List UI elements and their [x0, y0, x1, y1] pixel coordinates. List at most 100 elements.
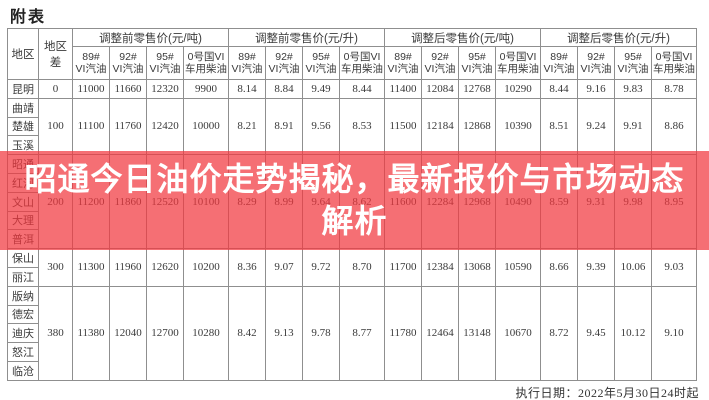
- product-header-89: 89# VI汽油: [228, 46, 266, 80]
- price-cell: 12464: [421, 285, 459, 381]
- product-header-95: 95# VI汽油: [146, 46, 184, 80]
- region-diff-cell: 0: [38, 79, 73, 99]
- price-cell: 8.21: [228, 97, 266, 156]
- price-cell: 9900: [183, 79, 229, 99]
- page-title: 附表: [10, 9, 47, 26]
- group-header-post-ton: 调整后零售价(元/吨): [384, 28, 541, 47]
- table-product-header-row: 89# VI汽油 92# VI汽油 95# VI汽油 0号国VI 车用柴油 89…: [8, 46, 697, 80]
- price-cell: 8.72: [540, 285, 578, 381]
- price-cell: 9.78: [302, 285, 340, 381]
- price-cell: 9.56: [302, 97, 340, 156]
- price-cell: 8.84: [265, 79, 303, 99]
- product-header-diesel: 0号国VI 车用柴油: [495, 46, 541, 80]
- price-cell: 8.86: [651, 97, 697, 156]
- price-cell: 11760: [109, 97, 147, 156]
- price-cell: 9.39: [577, 248, 615, 287]
- product-header-diesel: 0号国VI 车用柴油: [183, 46, 229, 80]
- price-cell: 8.42: [228, 285, 266, 381]
- region-cell: 楚雄: [7, 116, 39, 137]
- price-cell: 12040: [109, 285, 147, 381]
- region-cell: 曲靖: [7, 97, 39, 118]
- group-header-pre-ton: 调整前零售价(元/吨): [72, 28, 229, 47]
- price-cell: 8.53: [339, 97, 385, 156]
- product-header-89: 89# VI汽油: [384, 46, 422, 80]
- table-row: 迪庆: [7, 323, 697, 344]
- price-cell: 11400: [384, 79, 422, 99]
- table-row: 楚雄: [7, 116, 697, 137]
- price-cell: 12868: [458, 97, 496, 156]
- price-cell: 12620: [146, 248, 184, 287]
- price-cell: 9.16: [577, 79, 615, 99]
- price-cell: 8.44: [339, 79, 385, 99]
- price-cell: 11660: [109, 79, 147, 99]
- price-cell: 11700: [384, 248, 422, 287]
- price-cell: 12384: [421, 248, 459, 287]
- price-cell: 12700: [146, 285, 184, 381]
- price-cell: 10280: [183, 285, 229, 381]
- group-header-post-liter: 调整后零售价(元/升): [540, 28, 697, 47]
- execution-date: 执行日期：2022年5月30日24时起: [515, 386, 699, 400]
- product-header-92: 92# VI汽油: [421, 46, 459, 80]
- table-row: 版纳 380 11380 12040 12700 10280 8.42 9.13 9.78 8.7…: [7, 285, 697, 381]
- price-cell: 10200: [183, 248, 229, 287]
- price-cell: 10670: [495, 285, 541, 381]
- price-cell: 10.12: [614, 285, 652, 381]
- region-cell: 德宏: [7, 304, 39, 325]
- region-cell: 丽江: [7, 266, 39, 287]
- price-cell: 9.03: [651, 248, 697, 287]
- product-header-89: 89# VI汽油: [72, 46, 110, 80]
- price-cell: 11960: [109, 248, 147, 287]
- region-diff-cell: 380: [38, 285, 73, 381]
- headline-line-2: 解析: [321, 202, 388, 239]
- price-cell: 11000: [72, 79, 110, 99]
- price-cell: 11500: [384, 97, 422, 156]
- price-cell: 12320: [146, 79, 184, 99]
- col-header-region-diff: 地区差: [38, 28, 73, 80]
- table-row: 临沧: [7, 360, 697, 381]
- price-cell: 10590: [495, 248, 541, 287]
- table-row: 保山 300 11300 11960 12620 10200 8.36 9.07 9.72 8.7…: [7, 248, 697, 287]
- region-cell: 昆明: [7, 79, 39, 99]
- table-row: 昆明 0 11000 11660 12320 9900 8.14 8.84 9.49 8.44 11…: [7, 79, 697, 99]
- price-cell: 8.77: [339, 285, 385, 381]
- price-cell: 8.44: [540, 79, 578, 99]
- price-cell: 9.91: [614, 97, 652, 156]
- price-cell: 9.72: [302, 248, 340, 287]
- headline-banner-overlay: 昭通今日油价走势揭秘，最新报价与市场动态 解析: [0, 151, 709, 250]
- price-cell: 10390: [495, 97, 541, 156]
- price-cell: 9.10: [651, 285, 697, 381]
- price-cell: 10000: [183, 97, 229, 156]
- price-cell: 8.70: [339, 248, 385, 287]
- price-cell: 11300: [72, 248, 110, 287]
- price-cell: 8.66: [540, 248, 578, 287]
- price-cell: 12768: [458, 79, 496, 99]
- price-cell: 11780: [384, 285, 422, 381]
- price-cell: 13068: [458, 248, 496, 287]
- price-cell: 12184: [421, 97, 459, 156]
- price-cell: 9.83: [614, 79, 652, 99]
- price-cell: 12420: [146, 97, 184, 156]
- price-cell: 10.06: [614, 248, 652, 287]
- product-header-diesel: 0号国VI 车用柴油: [651, 46, 697, 80]
- region-cell: 临沧: [7, 360, 39, 381]
- region-cell: 迪庆: [7, 323, 39, 344]
- price-cell: 11380: [72, 285, 110, 381]
- col-header-region: 地区: [7, 28, 39, 80]
- region-diff-cell: 100: [38, 97, 73, 156]
- price-cell: 9.45: [577, 285, 615, 381]
- price-cell: 9.13: [265, 285, 303, 381]
- price-cell: 9.24: [577, 97, 615, 156]
- table-row: 曲靖 100 11100 11760 12420 10000 8.21 8.91 9.56 8.5…: [7, 97, 697, 156]
- price-cell: 11100: [72, 97, 110, 156]
- product-header-89: 89# VI汽油: [540, 46, 578, 80]
- product-header-95: 95# VI汽油: [302, 46, 340, 80]
- price-cell: 13148: [458, 285, 496, 381]
- price-cell: 8.36: [228, 248, 266, 287]
- headline-line-1: 昭通今日油价走势揭秘，最新报价与市场动态: [24, 160, 685, 197]
- price-cell: 8.91: [265, 97, 303, 156]
- product-header-92: 92# VI汽油: [265, 46, 303, 80]
- product-header-95: 95# VI汽油: [458, 46, 496, 80]
- region-diff-cell: 300: [38, 248, 73, 287]
- region-cell: 怒江: [7, 342, 39, 362]
